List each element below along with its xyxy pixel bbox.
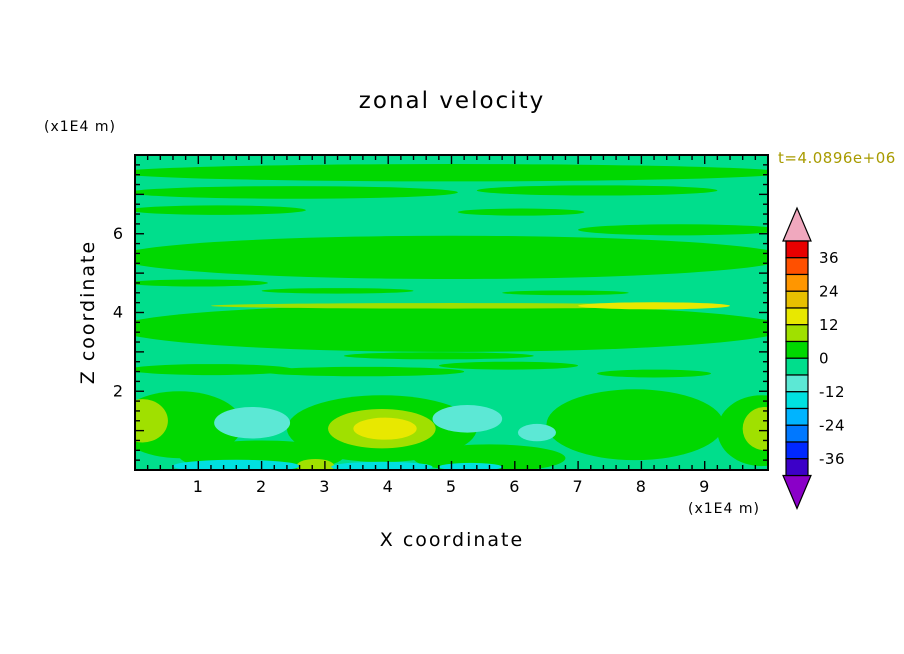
- colorbar-label: -36: [819, 450, 845, 468]
- colorbar-label: 36: [819, 249, 839, 267]
- colorbar-segment: [785, 441, 809, 460]
- colorbar-segment: [785, 340, 809, 359]
- x-tick-label: 7: [573, 477, 584, 496]
- z-tick-label: 2: [113, 381, 123, 400]
- contour-feature: [135, 279, 268, 287]
- x-tick-label: 2: [256, 477, 267, 496]
- colorbar-segment: [785, 307, 809, 326]
- x-axis-unit-label: (x1E4 m): [688, 501, 760, 517]
- contour-feature: [597, 369, 712, 378]
- x-tick-label: 4: [383, 477, 394, 496]
- contour-feature: [742, 407, 768, 451]
- x-tick-label: 6: [509, 477, 520, 496]
- contour-field: [135, 155, 768, 470]
- colorbar-segment: [785, 391, 809, 410]
- tick-marks: [135, 155, 768, 470]
- contour-feature: [438, 361, 579, 370]
- colorbar-segment: [785, 324, 809, 343]
- contour-feature: [261, 288, 414, 294]
- contour-feature: [214, 407, 291, 439]
- z-axis-title: Z coordinate: [77, 239, 99, 385]
- colorbar-segment: [785, 407, 809, 426]
- contour-feature: [457, 208, 585, 216]
- colorbar-label: -24: [819, 416, 845, 434]
- contour-feature: [172, 459, 300, 470]
- colorbar-segment: [785, 257, 809, 276]
- colorbar-arrow-down: [782, 474, 812, 511]
- contour-feature: [438, 462, 503, 470]
- contour-feature: [432, 405, 503, 433]
- colorbar-segment: [785, 240, 809, 259]
- chart-title: zonal velocity: [358, 88, 546, 114]
- z-axis-unit-label: (x1E4 m): [44, 119, 116, 135]
- x-tick-label: 9: [699, 477, 710, 496]
- x-tick-label: 3: [319, 477, 330, 496]
- contour-feature: [135, 205, 306, 215]
- contour-feature: [261, 366, 465, 377]
- contour-feature: [517, 423, 556, 442]
- colorbar-label: 24: [819, 282, 839, 300]
- contour-feature: [476, 185, 718, 196]
- x-tick-label: 5: [446, 477, 457, 496]
- contour-feature: [343, 352, 534, 360]
- contour-feature: [135, 399, 168, 443]
- contour-feature: [135, 304, 768, 352]
- contour-feature: [331, 461, 433, 470]
- contour-feature: [135, 364, 294, 376]
- contour-feature: [578, 224, 768, 236]
- x-tick-label: 8: [636, 477, 647, 496]
- colorbar-segment: [785, 273, 809, 292]
- colorbar-label: 12: [819, 316, 839, 334]
- colorbar-arrow-up: [782, 206, 812, 242]
- contour-feature: [353, 417, 417, 440]
- z-tick-label: 4: [113, 303, 123, 322]
- time-stamp-label: t=4.0896e+06: [778, 149, 896, 167]
- contour-feature: [296, 458, 335, 470]
- colorbar-segment: [785, 458, 809, 477]
- contour-feature: [502, 290, 629, 296]
- z-tick-label: 6: [113, 224, 123, 243]
- contour-feature: [135, 164, 768, 182]
- colorbar-segment: [785, 374, 809, 393]
- colorbar-segment: [785, 290, 809, 309]
- contour-feature: [546, 389, 724, 461]
- contour-feature: [210, 303, 693, 309]
- colorbar-segment: [785, 424, 809, 443]
- contour-feature: [135, 235, 768, 280]
- colorbar-label: 0: [819, 349, 829, 367]
- colorbar-label: -12: [819, 383, 845, 401]
- contour-feature: [135, 186, 458, 199]
- contour-feature: [578, 302, 731, 310]
- x-axis-title: X coordinate: [379, 529, 525, 551]
- colorbar-segment: [785, 357, 809, 376]
- x-tick-label: 1: [193, 477, 204, 496]
